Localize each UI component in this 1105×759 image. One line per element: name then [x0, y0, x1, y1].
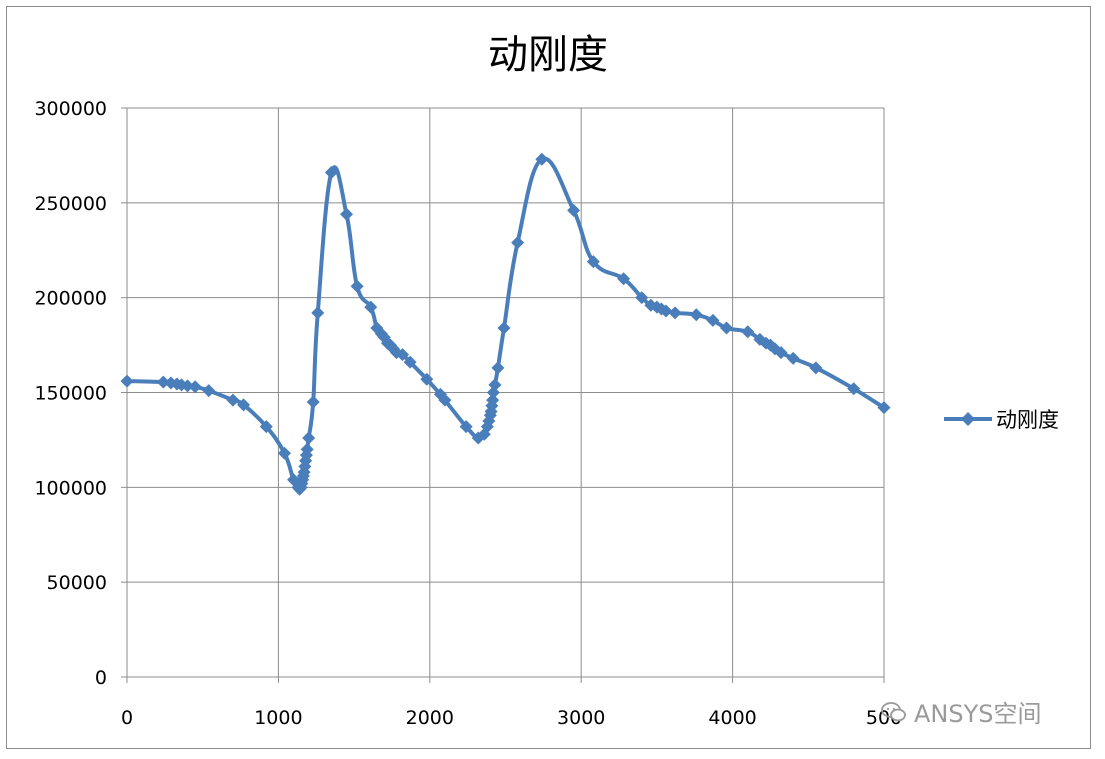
- data-point: [659, 304, 673, 318]
- data-point: [396, 348, 410, 362]
- data-point: [535, 152, 549, 166]
- data-point: [720, 321, 734, 335]
- watermark: ANSYS空间: [880, 694, 1042, 729]
- chart-title: 动刚度: [488, 32, 608, 78]
- data-point: [635, 291, 649, 305]
- legend: 动刚度: [944, 408, 1059, 432]
- data-point: [689, 308, 703, 322]
- y-tick-label: 50000: [47, 572, 107, 594]
- data-point: [350, 279, 364, 293]
- y-tick-label: 300000: [34, 98, 107, 120]
- data-point: [306, 395, 320, 409]
- data-point: [403, 355, 417, 369]
- data-point: [277, 446, 291, 460]
- data-point: [202, 384, 216, 398]
- data-point: [741, 325, 755, 339]
- x-tick-labels: 0 1000 2000 3000 4000 500: [121, 707, 902, 729]
- data-point: [300, 442, 314, 456]
- axes: [121, 107, 885, 683]
- data-point: [188, 380, 202, 394]
- data-point: [668, 306, 682, 320]
- y-tick-label: 100000: [34, 477, 107, 499]
- data-point: [226, 393, 240, 407]
- data-point: [774, 346, 788, 360]
- y-tick-labels: 0 50000 100000 150000 200000 250000 300000: [34, 98, 107, 689]
- wechat-icon: [881, 701, 906, 721]
- data-point: [438, 393, 452, 407]
- data-point: [181, 379, 195, 393]
- watermark-text: ANSYS空间: [914, 700, 1042, 728]
- x-tick-label: 0: [121, 707, 133, 729]
- data-point: [120, 374, 134, 388]
- data-point: [364, 300, 378, 314]
- data-point: [156, 375, 170, 389]
- data-point: [847, 382, 861, 396]
- data-point: [511, 236, 525, 250]
- data-point: [459, 420, 473, 434]
- legend-label: 动刚度: [996, 408, 1059, 432]
- data-point: [567, 203, 581, 217]
- y-tick-label: 250000: [34, 193, 107, 215]
- data-point: [586, 255, 600, 269]
- data-point: [706, 313, 720, 327]
- data-point: [809, 361, 823, 375]
- data-point: [617, 272, 631, 286]
- grid-lines: [127, 107, 885, 677]
- data-point: [324, 165, 338, 179]
- x-tick-label: 1000: [254, 707, 302, 729]
- data-point: [497, 321, 511, 335]
- y-tick-label: 150000: [34, 383, 107, 405]
- data-point: [488, 378, 502, 392]
- y-tick-label: 200000: [34, 288, 107, 310]
- data-point: [237, 398, 251, 412]
- x-tick-label: 3000: [557, 707, 605, 729]
- data-point: [877, 401, 891, 415]
- data-point: [311, 306, 325, 320]
- x-tick-label: 4000: [708, 707, 756, 729]
- data-point: [486, 393, 500, 407]
- data-point: [302, 431, 316, 445]
- data-point: [340, 207, 354, 221]
- data-point: [491, 361, 505, 375]
- legend-marker: [961, 412, 975, 426]
- y-tick-label: 0: [95, 667, 107, 689]
- series-layer: [120, 152, 891, 496]
- data-point: [420, 372, 434, 386]
- x-tick-label: 2000: [406, 707, 454, 729]
- data-point: [259, 420, 273, 434]
- chart-frame: [6, 6, 1091, 749]
- data-point: [786, 351, 800, 365]
